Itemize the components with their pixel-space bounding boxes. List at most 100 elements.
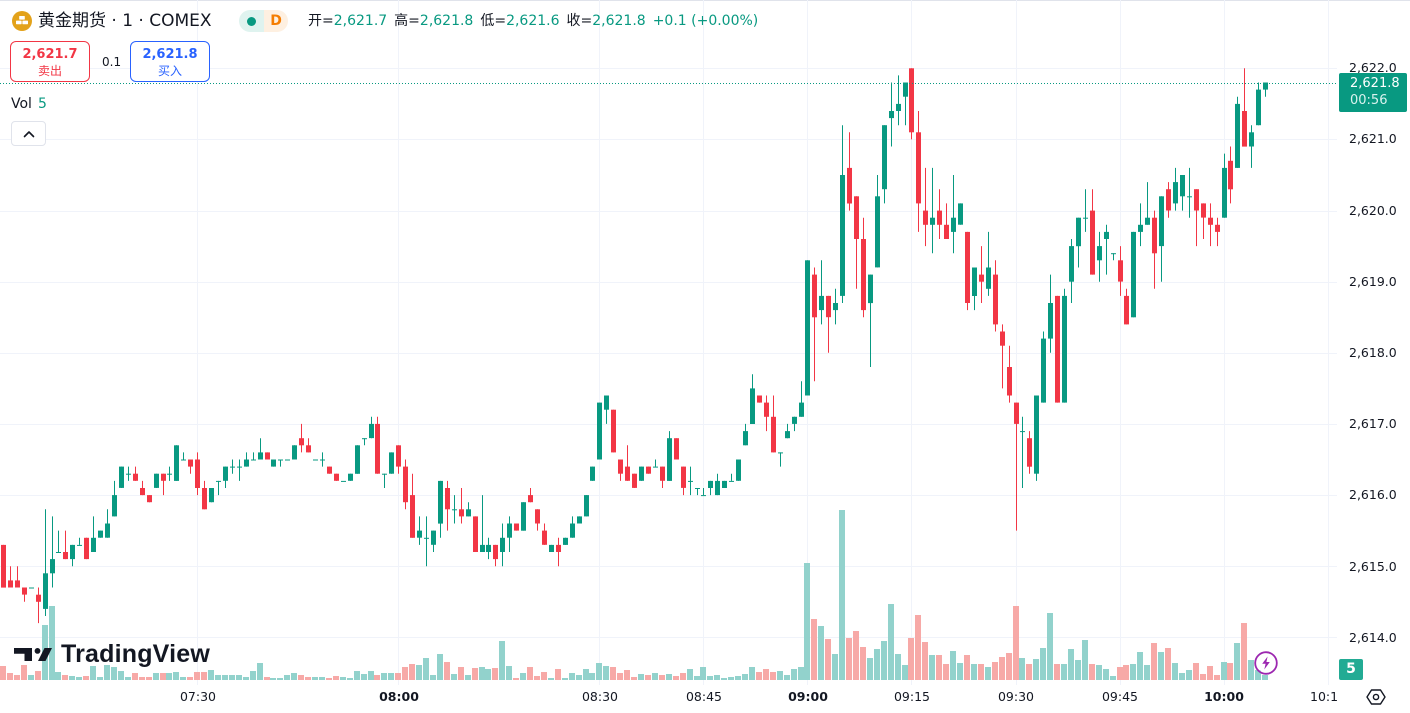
market-status-badge[interactable]: D xyxy=(239,10,288,32)
volume-bar xyxy=(243,677,249,680)
volume-bar xyxy=(1227,663,1233,680)
candle-body xyxy=(1242,111,1247,147)
candle-body xyxy=(674,438,679,460)
candle-body xyxy=(105,523,110,538)
candle-body xyxy=(854,196,859,239)
candle-body xyxy=(1124,295,1129,325)
candle-body xyxy=(618,459,623,474)
volume-bar xyxy=(333,676,339,680)
ohlc-open: 开=2,621.7 xyxy=(308,12,387,30)
volume-bar xyxy=(1151,643,1157,680)
time-axis-label: 10:00 xyxy=(1204,689,1244,704)
candle-body xyxy=(916,132,921,204)
candle-body xyxy=(188,459,193,467)
tradingview-watermark[interactable]: TradingView xyxy=(14,639,210,669)
price-axis[interactable]: 2,622.0 2,621.0 2,620.0 2,619.0 2,618.0 … xyxy=(1337,0,1410,685)
candlestick-chart[interactable] xyxy=(0,0,1337,685)
volume-legend[interactable]: Vol 5 xyxy=(11,95,47,113)
volume-bar xyxy=(1137,652,1143,680)
candle-body xyxy=(98,530,103,538)
volume-bar xyxy=(832,654,838,680)
volume-bar xyxy=(1040,648,1046,680)
volume-bar xyxy=(458,667,464,680)
volume-bar xyxy=(784,675,790,680)
time-axis-label: 08:45 xyxy=(685,689,723,704)
collapse-legend-button[interactable] xyxy=(11,121,46,146)
volume-bar xyxy=(291,673,297,680)
volume-bar xyxy=(1186,670,1192,680)
lightning-icon[interactable] xyxy=(1254,651,1278,675)
candle-body xyxy=(202,488,207,510)
buy-label: 买入 xyxy=(157,64,182,78)
volume-bar xyxy=(576,675,582,680)
candle-body xyxy=(771,416,776,453)
volume-bar xyxy=(527,667,533,680)
volume-bar xyxy=(1082,640,1088,680)
time-axis[interactable]: 07:30 08:00 08:30 08:45 09:00 09:15 09:3… xyxy=(0,685,1337,713)
time-axis-label: 08:00 xyxy=(379,689,419,704)
candle-body xyxy=(195,459,200,488)
volume-bar xyxy=(395,673,401,680)
volume-bar xyxy=(305,677,311,680)
candle-body xyxy=(799,402,804,417)
volume-bar xyxy=(742,674,748,680)
gold-bars-icon xyxy=(12,11,32,31)
symbol-title[interactable]: 黄金期货 · 1 · COMEX xyxy=(38,11,212,31)
candle-body xyxy=(1152,217,1157,254)
volume-bar xyxy=(97,677,103,680)
candle-body xyxy=(986,267,991,289)
volume-bar xyxy=(35,671,41,680)
volume-bar xyxy=(721,678,727,680)
candle-body xyxy=(840,175,845,296)
candle-body xyxy=(792,416,797,424)
candle-body xyxy=(646,466,651,474)
candle-body xyxy=(77,544,82,546)
volume-bar xyxy=(638,674,644,680)
volume-bar xyxy=(430,675,436,680)
volume-bar xyxy=(1117,667,1123,680)
candle-body xyxy=(514,523,519,531)
candle-body xyxy=(805,260,810,396)
volume-bar xyxy=(853,631,859,680)
buy-button[interactable]: 2,621.8 买入 xyxy=(130,41,210,82)
volume-bar xyxy=(804,563,810,680)
price-axis-label: 2,620.0 xyxy=(1349,203,1397,218)
candle-body xyxy=(757,395,762,403)
candle-body xyxy=(417,530,422,538)
candle-body xyxy=(1222,167,1227,218)
volume-bar xyxy=(1089,664,1095,680)
volume-bar xyxy=(1214,675,1220,680)
volume-bar xyxy=(735,676,741,680)
price-axis-label: 2,615.0 xyxy=(1349,559,1397,574)
candle-body xyxy=(258,452,263,460)
volume-bar xyxy=(1068,649,1074,680)
candle-body xyxy=(639,466,644,481)
volume-bar xyxy=(472,668,478,680)
candle-body xyxy=(1111,253,1116,255)
candle-body xyxy=(701,495,706,497)
candle-body xyxy=(903,82,908,97)
candle-body xyxy=(341,480,346,482)
volume-bar xyxy=(1248,660,1254,680)
volume-bar xyxy=(229,675,235,680)
candle-body xyxy=(8,580,13,588)
volume-bar xyxy=(770,672,776,680)
volume-bar xyxy=(264,677,270,680)
candle-body xyxy=(958,203,963,225)
candle-body xyxy=(382,473,387,475)
volume-bar xyxy=(798,667,804,680)
volume-bar xyxy=(541,672,547,680)
last-price-value: 2,621.8 xyxy=(1350,76,1400,91)
candle-body xyxy=(882,125,887,190)
volume-bar xyxy=(277,678,283,680)
volume-bar xyxy=(1221,662,1227,680)
price-axis-label: 2,617.0 xyxy=(1349,416,1397,431)
chart-pane[interactable] xyxy=(0,0,1337,685)
volume-bar xyxy=(416,665,422,680)
candle-body xyxy=(563,537,568,545)
candle-body xyxy=(369,423,374,439)
candle-body xyxy=(265,452,270,460)
settings-hexagon-icon[interactable] xyxy=(1366,687,1386,707)
sell-button[interactable]: 2,621.7 卖出 xyxy=(10,41,90,82)
candle-body xyxy=(889,111,894,119)
